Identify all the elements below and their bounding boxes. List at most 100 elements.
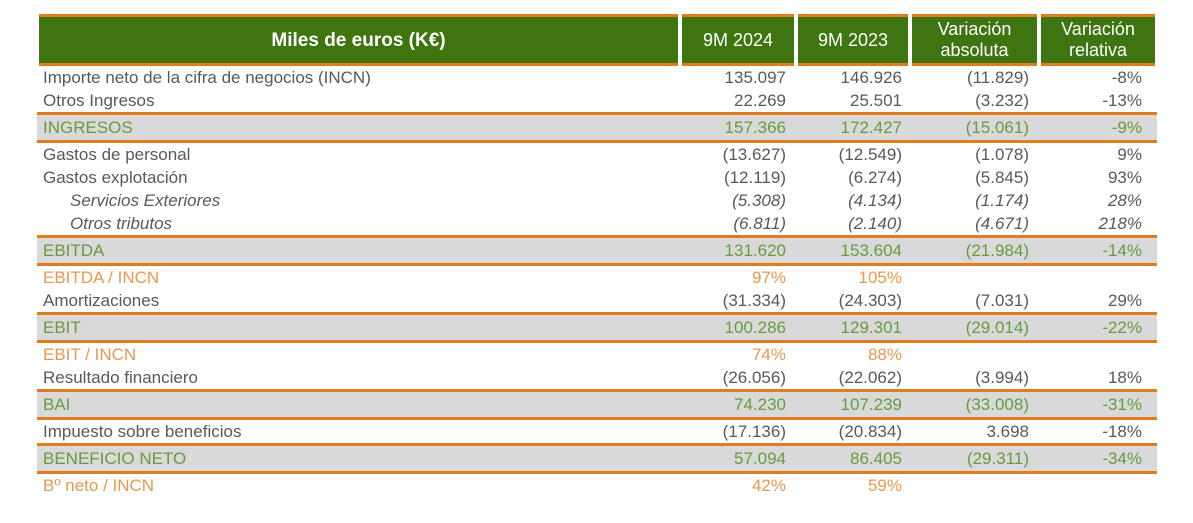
- financial-results-table: Miles de euros (K€) 9M 2024 9M 2023 Vari…: [35, 14, 1159, 497]
- table-row: BENEFICIO NETO 57.094 86.405 (29.311) -3…: [37, 443, 1157, 474]
- table-row: INGRESOS 157.366 172.427 (15.061) -9%: [37, 112, 1157, 143]
- table-header: Miles de euros (K€) 9M 2024 9M 2023 Vari…: [35, 14, 1159, 66]
- value-variacion-absoluta: (11.829): [966, 67, 1029, 87]
- row-label: BENEFICIO NETO: [37, 443, 680, 474]
- value-9m-2024: 74.230: [680, 389, 796, 420]
- value-9m-2024: (12.119): [723, 167, 786, 187]
- col-header-9m-2023: 9M 2023: [794, 14, 910, 66]
- value-variacion-relativa: -13%: [1102, 90, 1142, 110]
- value-variacion-relativa: 9%: [1117, 144, 1142, 164]
- col-header-variacion-absoluta: Variación absoluta: [908, 14, 1039, 66]
- value-9m-2023: 172.427: [796, 112, 910, 143]
- table-row: Impuesto sobre beneficios (17.136) (20.8…: [37, 419, 1157, 445]
- value-variacion-relativa: -9%: [1039, 112, 1157, 143]
- value-variacion-relativa: -22%: [1039, 312, 1157, 343]
- row-label: EBITDA: [37, 235, 680, 266]
- table-row: Resultado financiero (26.056) (22.062) (…: [37, 366, 1157, 391]
- value-variacion-absoluta: [910, 473, 1039, 498]
- value-9m-2024: 100.286: [680, 312, 796, 343]
- value-9m-2023: (2.140): [848, 213, 902, 233]
- value-9m-2024: 74%: [751, 344, 786, 364]
- row-label: BAI: [37, 389, 680, 420]
- table-row: Otros Ingresos 22.269 25.501 (3.232) -13…: [37, 89, 1157, 114]
- value-variacion-absoluta: (33.008): [910, 389, 1039, 420]
- table-row: Amortizaciones (31.334) (24.303) (7.031)…: [37, 289, 1157, 314]
- value-variacion-relativa: [1039, 265, 1157, 290]
- value-9m-2024: 42%: [751, 475, 786, 495]
- table-row: Bº neto / INCN 42% 59%: [37, 473, 1157, 498]
- value-9m-2024: 97%: [751, 267, 786, 287]
- header-row: Miles de euros (K€) 9M 2024 9M 2023 Vari…: [35, 14, 1159, 66]
- value-variacion-absoluta: (3.994): [975, 367, 1029, 387]
- value-variacion-absoluta: (3.232): [975, 90, 1029, 110]
- value-9m-2023: 129.301: [796, 312, 910, 343]
- value-variacion-relativa: -31%: [1039, 389, 1157, 420]
- value-variacion-relativa: 18%: [1107, 367, 1142, 387]
- value-variacion-relativa: [1039, 342, 1157, 367]
- value-variacion-relativa: 93%: [1107, 167, 1142, 187]
- value-9m-2024: (31.334): [722, 290, 786, 310]
- value-9m-2023: (12.549): [838, 144, 902, 164]
- row-label: Amortizaciones: [43, 290, 160, 310]
- table-row: EBITDA / INCN 97% 105%: [37, 265, 1157, 290]
- table-row: Gastos explotación (12.119) (6.274) (5.8…: [37, 166, 1157, 189]
- value-variacion-relativa: -8%: [1111, 67, 1142, 87]
- value-variacion-absoluta: 3.698: [986, 421, 1029, 441]
- value-variacion-absoluta: [910, 265, 1039, 290]
- table-row: EBIT / INCN 74% 88%: [37, 342, 1157, 367]
- value-variacion-relativa: -14%: [1039, 235, 1157, 266]
- value-variacion-absoluta: (29.311): [910, 443, 1039, 474]
- value-9m-2023: (20.834): [838, 421, 902, 441]
- value-9m-2023: 105%: [858, 267, 902, 287]
- value-9m-2024: (5.308): [732, 190, 786, 210]
- value-variacion-relativa: [1039, 473, 1157, 498]
- value-variacion-relativa: -18%: [1102, 421, 1142, 441]
- table-title-cell: Miles de euros (K€): [35, 14, 680, 66]
- financial-results-sheet: Miles de euros (K€) 9M 2024 9M 2023 Vari…: [35, 14, 1159, 497]
- value-variacion-relativa: 29%: [1107, 290, 1142, 310]
- value-9m-2023: 25.501: [850, 90, 902, 110]
- table-row: BAI 74.230 107.239 (33.008) -31%: [37, 389, 1157, 420]
- row-label: Importe neto de la cifra de negocios (IN…: [43, 67, 371, 87]
- value-9m-2023: 88%: [867, 344, 902, 364]
- value-variacion-absoluta: (7.031): [975, 290, 1029, 310]
- table-row: Importe neto de la cifra de negocios (IN…: [37, 65, 1157, 90]
- table-row: EBIT 100.286 129.301 (29.014) -22%: [37, 312, 1157, 343]
- value-9m-2024: 135.097: [724, 67, 786, 87]
- value-9m-2024: (13.627): [722, 144, 786, 164]
- table-row: EBITDA 131.620 153.604 (21.984) -14%: [37, 235, 1157, 266]
- value-variacion-absoluta: (15.061): [910, 112, 1039, 143]
- row-label: Bº neto / INCN: [43, 475, 155, 495]
- value-variacion-absoluta: (29.014): [910, 312, 1039, 343]
- value-9m-2023: 59%: [867, 475, 902, 495]
- value-variacion-relativa: -34%: [1039, 443, 1157, 474]
- row-label: EBIT / INCN: [43, 344, 137, 364]
- value-9m-2023: 86.405: [796, 443, 910, 474]
- value-9m-2023: (4.134): [848, 190, 902, 210]
- table-row: Otros tributos (6.811) (2.140) (4.671) 2…: [37, 212, 1157, 237]
- value-9m-2024: 57.094: [680, 443, 796, 474]
- value-9m-2023: (24.303): [838, 290, 902, 310]
- value-variacion-relativa: 28%: [1107, 190, 1142, 210]
- row-label: Resultado financiero: [43, 367, 198, 387]
- row-label: Servicios Exteriores: [70, 190, 221, 210]
- row-label: Gastos de personal: [43, 144, 191, 164]
- table-row: Gastos de personal (13.627) (12.549) (1.…: [37, 142, 1157, 167]
- col-header-9m-2024: 9M 2024: [678, 14, 796, 66]
- table-body: Importe neto de la cifra de negocios (IN…: [37, 65, 1157, 498]
- row-label: EBITDA / INCN: [43, 267, 160, 287]
- value-variacion-absoluta: (1.078): [975, 144, 1029, 164]
- value-variacion-relativa: 218%: [1098, 213, 1142, 233]
- col-header-variacion-relativa: Variación relativa: [1037, 14, 1159, 66]
- value-variacion-absoluta: (5.845): [975, 167, 1029, 187]
- value-variacion-absoluta: (1.174): [975, 190, 1029, 210]
- value-9m-2024: 22.269: [734, 90, 786, 110]
- value-variacion-absoluta: (4.671): [975, 213, 1029, 233]
- value-variacion-absoluta: [910, 342, 1039, 367]
- table-row: Servicios Exteriores (5.308) (4.134) (1.…: [37, 189, 1157, 212]
- row-label: INGRESOS: [37, 112, 680, 143]
- row-label: Otros Ingresos: [43, 90, 155, 110]
- value-9m-2023: 146.926: [840, 67, 902, 87]
- value-9m-2023: (22.062): [838, 367, 902, 387]
- value-9m-2024: (26.056): [722, 367, 786, 387]
